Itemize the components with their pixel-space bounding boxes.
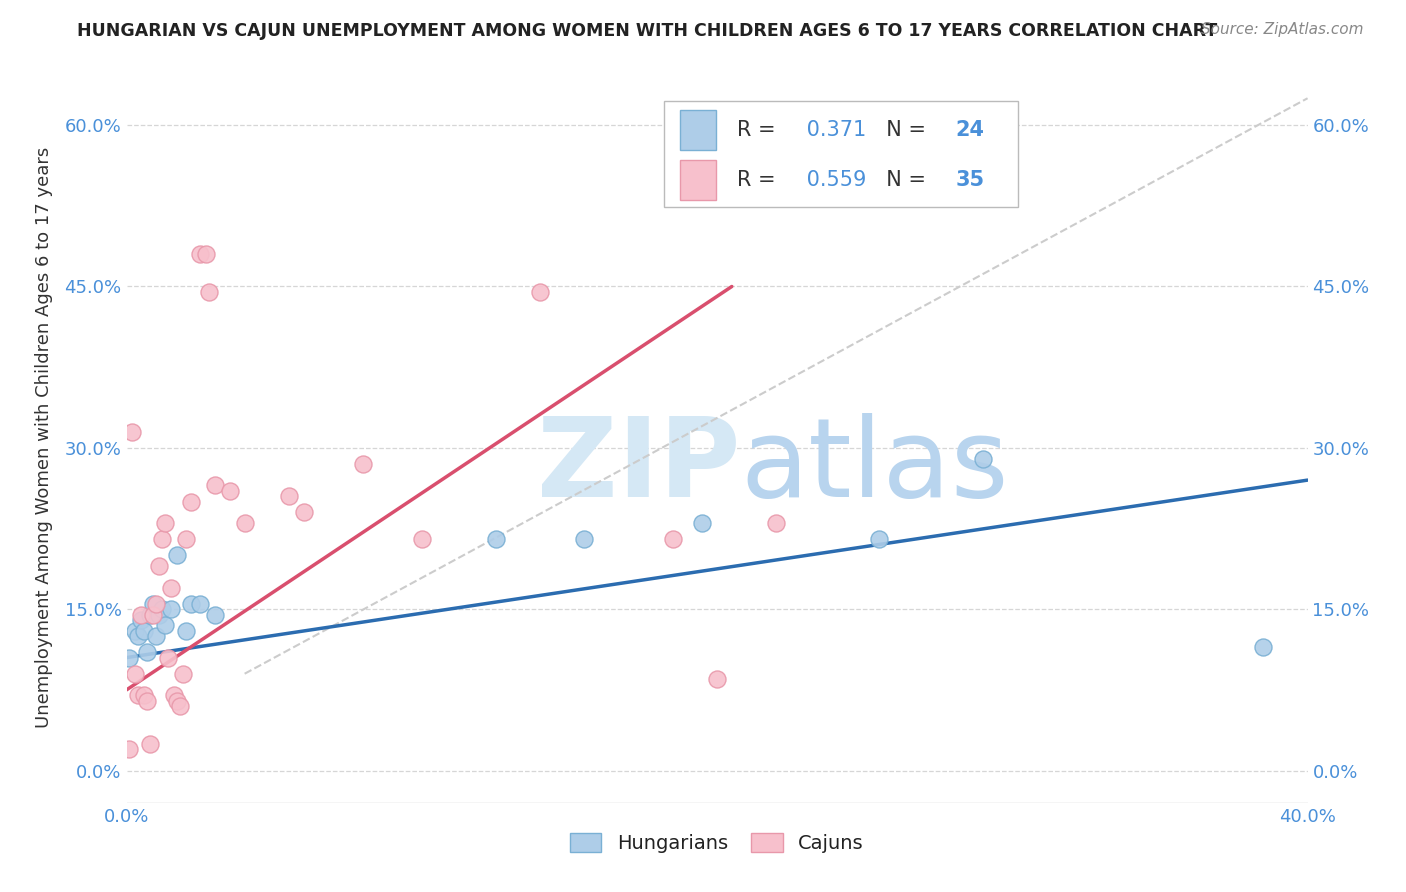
Point xyxy=(972,451,994,466)
Point xyxy=(692,516,714,530)
Point xyxy=(145,629,167,643)
Point xyxy=(160,581,183,595)
Text: atlas: atlas xyxy=(741,413,1010,520)
Text: 24: 24 xyxy=(956,120,984,140)
Point xyxy=(172,666,194,681)
Point xyxy=(142,607,165,622)
Point xyxy=(145,597,167,611)
Point xyxy=(153,516,176,530)
Point xyxy=(529,285,551,299)
Point xyxy=(118,742,141,756)
Point xyxy=(169,698,191,713)
Point xyxy=(118,650,141,665)
Point xyxy=(278,489,301,503)
Point xyxy=(174,624,197,638)
Text: 0.371: 0.371 xyxy=(800,120,866,140)
Point xyxy=(124,624,146,638)
Legend: Hungarians, Cajuns: Hungarians, Cajuns xyxy=(565,827,869,859)
Point xyxy=(127,629,149,643)
Text: R =: R = xyxy=(737,120,782,140)
Point xyxy=(121,425,143,439)
Y-axis label: Unemployment Among Women with Children Ages 6 to 17 years: Unemployment Among Women with Children A… xyxy=(35,146,53,728)
Point xyxy=(180,494,202,508)
Point xyxy=(150,533,173,547)
Point xyxy=(195,247,218,261)
FancyBboxPatch shape xyxy=(664,101,1018,207)
Point xyxy=(352,457,374,471)
Point xyxy=(160,602,183,616)
Point xyxy=(127,688,149,702)
Point xyxy=(166,549,188,563)
Point xyxy=(139,607,162,622)
Text: ZIP: ZIP xyxy=(537,413,741,520)
Point xyxy=(163,688,186,702)
Text: HUNGARIAN VS CAJUN UNEMPLOYMENT AMONG WOMEN WITH CHILDREN AGES 6 TO 17 YEARS COR: HUNGARIAN VS CAJUN UNEMPLOYMENT AMONG WO… xyxy=(77,22,1218,40)
Point xyxy=(188,247,212,261)
Text: 0.559: 0.559 xyxy=(800,170,866,190)
Point xyxy=(136,645,159,659)
Text: N =: N = xyxy=(873,120,932,140)
Point xyxy=(574,533,596,547)
FancyBboxPatch shape xyxy=(681,111,716,151)
Point xyxy=(129,607,153,622)
Point xyxy=(148,607,170,622)
Point xyxy=(153,618,176,632)
Text: 35: 35 xyxy=(956,170,984,190)
Point xyxy=(180,597,202,611)
Point xyxy=(198,285,221,299)
Point xyxy=(292,505,315,519)
Point xyxy=(124,666,146,681)
Point xyxy=(204,478,226,492)
Point xyxy=(233,516,256,530)
Point xyxy=(188,597,212,611)
Text: R =: R = xyxy=(737,170,782,190)
Point xyxy=(174,533,197,547)
FancyBboxPatch shape xyxy=(681,160,716,201)
Point xyxy=(484,533,508,547)
Point xyxy=(765,516,787,530)
Point xyxy=(148,559,170,574)
Point xyxy=(134,624,156,638)
Text: Source: ZipAtlas.com: Source: ZipAtlas.com xyxy=(1201,22,1364,37)
Point xyxy=(1253,640,1275,654)
Point xyxy=(134,688,156,702)
Point xyxy=(219,483,242,498)
Point xyxy=(869,533,891,547)
Point xyxy=(204,607,226,622)
Point xyxy=(136,693,159,707)
Point xyxy=(150,602,173,616)
Point xyxy=(411,533,433,547)
Point xyxy=(662,533,685,547)
Point xyxy=(706,672,728,686)
Point xyxy=(129,613,153,627)
Point xyxy=(139,737,162,751)
Text: N =: N = xyxy=(873,170,932,190)
Point xyxy=(156,650,179,665)
Point xyxy=(166,693,188,707)
Point xyxy=(142,597,165,611)
